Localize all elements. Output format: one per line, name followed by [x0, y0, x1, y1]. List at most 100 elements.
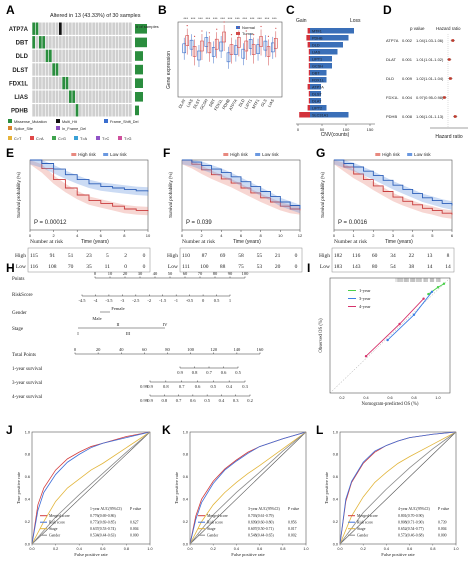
cnv-tick-label: 50	[320, 127, 325, 132]
panel-label-e: E	[6, 146, 14, 160]
oncoplot-side-bar	[135, 64, 143, 75]
km-pvalue: P = 0.039	[186, 220, 212, 226]
oncoplot-cell	[115, 22, 119, 35]
forest-gene: ATP7A	[386, 38, 399, 43]
riskscore-tick-label: -3	[120, 298, 124, 303]
oncoplot-cell	[35, 76, 39, 90]
panel-label-g: G	[316, 146, 325, 160]
roc-y-tick-label: 0.6	[183, 475, 188, 479]
box-normal	[248, 38, 253, 49]
oncoplot-cell	[122, 104, 126, 117]
roc-y-tick-label: 0.0	[25, 542, 30, 546]
oncoplot-cell	[75, 63, 79, 76]
km-risk-high: 115	[30, 253, 38, 259]
oncoplot-cell	[38, 22, 42, 35]
oncoplot-cell	[72, 49, 76, 63]
box-tumor	[192, 46, 197, 57]
oncoplot-cell	[115, 63, 119, 76]
box-outlier	[253, 34, 255, 36]
oncoplot-cell	[78, 104, 82, 117]
oncoplot-cell	[62, 22, 66, 35]
oncoplot-cell	[48, 22, 52, 35]
forest-hr-text: 0.97(0.95-0.98)	[416, 95, 444, 100]
oncoplot-cell	[68, 104, 72, 117]
km-risk-low: 14	[427, 264, 433, 270]
panel-l-roc: 0.00.0 0.2 0.2 0.4 0.4 0.6 0.6 0.8 0.8 1.0 1.0 Fals…	[324, 430, 459, 557]
oncoplot-cell	[122, 63, 126, 76]
km-risk-low: 54	[390, 264, 396, 270]
oncoplot-cell	[105, 104, 109, 117]
roc-curve	[189, 431, 307, 545]
roc-y-tick-label: 1.0	[183, 430, 188, 434]
oncoplot-cell	[65, 49, 69, 63]
oncoplot-cell	[65, 90, 69, 103]
boxplot-significance: ***	[257, 16, 262, 21]
km-curve	[30, 159, 149, 192]
box-normal	[182, 43, 186, 54]
total-tick-label: 20	[96, 347, 101, 352]
points-tick-label: 30	[138, 271, 143, 276]
oncoplot-cell	[125, 90, 129, 103]
box-outlier	[275, 27, 277, 29]
oncoplot-side-bar	[135, 105, 139, 116]
km-risk-low: 20	[275, 264, 281, 270]
surv4-tick-label: 0.4	[219, 398, 225, 403]
oncoplot-cell	[72, 90, 76, 103]
km-risk-low-label: Low	[16, 264, 26, 270]
oncoplot-cell	[58, 104, 62, 117]
km-risk-high: 13	[427, 253, 433, 259]
km-legend-low: Low risk	[414, 152, 431, 157]
box-normal	[226, 52, 231, 63]
oncoplot-cell	[58, 90, 62, 103]
oncoplot-cell	[95, 104, 99, 117]
roc-x-tick-label: 0.0	[187, 547, 192, 551]
oncoplot-cell	[95, 76, 99, 90]
oncoplot-cell	[122, 49, 126, 63]
oncoplot-cell	[115, 104, 119, 117]
cnv-gain-bar	[308, 56, 310, 62]
total-tick-label: 80	[165, 347, 170, 352]
cnv-gene-label: SLC31A1	[312, 114, 328, 118]
oncoplot-cell	[102, 49, 106, 63]
km-risk-low: 75	[238, 264, 244, 270]
km-pvalue: P = 0.00012	[34, 220, 67, 226]
box-outlier	[193, 35, 196, 38]
oncoplot-cell	[42, 49, 46, 63]
km-risk-high: 51	[68, 253, 74, 259]
boxplot-significance: ***	[250, 16, 255, 21]
panel-g-km: High risk Low risk Survival probability (%…	[319, 152, 455, 273]
cnv-gene-label: MTF1	[312, 30, 322, 34]
oncoplot-cell	[32, 49, 36, 63]
boxplot-significance: ***	[272, 16, 277, 21]
oncoplot-cell	[92, 36, 96, 49]
km-curve	[182, 159, 301, 211]
oncoplot-cell	[85, 22, 89, 35]
oncoplot-cell	[118, 76, 122, 90]
oncoplot-cell	[102, 63, 106, 76]
oncoplot-side-bar	[135, 92, 143, 102]
km-xlabel: Time (years)	[385, 239, 413, 245]
km-legend-low-swatch	[103, 153, 109, 156]
km-risk-low: 111	[182, 264, 190, 270]
surv1-tick-label: 0.6	[221, 370, 227, 375]
oncoplot-cell	[102, 22, 106, 35]
oncoplot-cell	[118, 22, 122, 35]
oncoplot-cell	[85, 36, 89, 49]
box-normal	[204, 37, 209, 47]
boxplot-significance: ***	[228, 16, 233, 21]
oncoplot-legend-text: Missense_Mutation	[14, 120, 47, 124]
stage-label: I	[77, 331, 79, 336]
roc-legend-auc: 0.637(0.53-0.74)	[90, 527, 116, 531]
km-x-tick-label: 0	[333, 233, 336, 238]
oncoplot-snv-text: C>T	[14, 137, 22, 141]
oncoplot-snv-text: C>A	[36, 137, 44, 141]
cnv-gene-label: LIAS	[312, 51, 321, 55]
oncoplot-cell	[125, 36, 129, 49]
calib-point	[422, 297, 425, 300]
points-tick-label: 20	[123, 271, 128, 276]
cnv-loss-bar	[310, 70, 327, 76]
surv3-tick-label: 0.9	[147, 384, 153, 389]
roc-legend-p: 0.856	[288, 521, 297, 525]
box-tumor	[237, 37, 241, 48]
oncoplot-cell	[115, 49, 119, 63]
